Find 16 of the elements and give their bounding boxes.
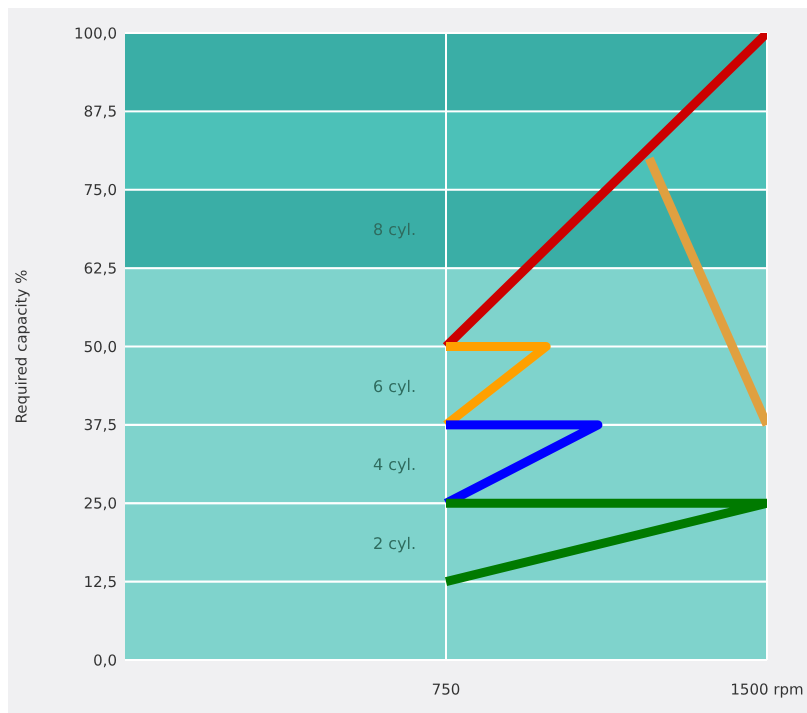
y-tick-label: 75,0 xyxy=(84,181,117,200)
y-tick-label: 87,5 xyxy=(84,102,117,121)
y-tick-label: 37,5 xyxy=(84,416,117,434)
annotation: 8 cyl. xyxy=(373,220,416,239)
y-tick-label: 25,0 xyxy=(84,494,117,513)
annotation: 2 cyl. xyxy=(373,534,416,553)
y-tick-label: 0,0 xyxy=(93,651,117,670)
annotation: 6 cyl. xyxy=(373,377,416,396)
x-tick-label: 750 xyxy=(432,680,460,699)
y-tick-label: 12,5 xyxy=(84,572,117,591)
y-tick-label: 62,5 xyxy=(84,259,117,278)
y-tick-label: 100,0 xyxy=(74,24,117,42)
x-tick-label: 1500 rpm xyxy=(730,680,804,699)
y-tick-label: 50,0 xyxy=(84,338,117,356)
annotation: 4 cyl. xyxy=(373,455,416,474)
y-axis-title: Required capacity % xyxy=(12,270,30,424)
